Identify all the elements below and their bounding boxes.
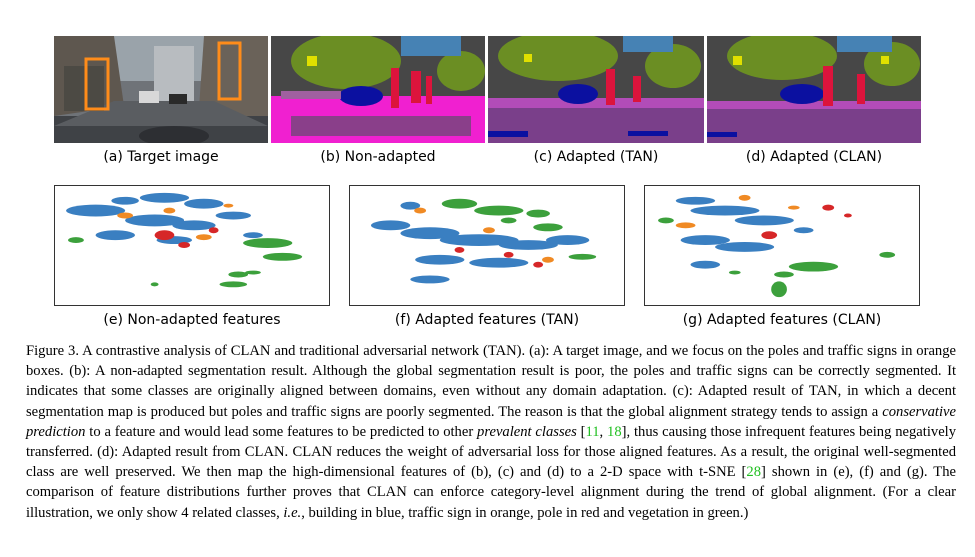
- caption-text-6: ] shown in (e), (f) and (g). The compari…: [26, 464, 956, 521]
- adapted-features-tan-label: (f) Adapted features (TAN): [394, 312, 580, 328]
- adapted-clan-panel: [707, 36, 921, 143]
- caption-text-5: ], thus causing those infrequent feature…: [26, 423, 957, 481]
- caption-text-3: [: [576, 423, 586, 440]
- tsne-scatter-f: [370, 198, 597, 284]
- figure-caption: Figure 3. A contrastive analysis of CLAN…: [26, 341, 956, 523]
- caption-text-7: , building in blue, traffic sign in oran…: [301, 504, 749, 521]
- adapted-features-clan-label: (g) Adapted features (CLAN): [682, 312, 882, 328]
- target-image-panel: [54, 36, 268, 143]
- caption-emphasis-1: conservative prediction: [26, 403, 956, 440]
- adapted-tan-segmentation: [488, 36, 704, 143]
- citation-link-28[interactable]: 28: [746, 464, 762, 481]
- tsne-scatter-g: [658, 194, 896, 298]
- caption-text-1: Figure 3. A contrastive analysis of CLAN…: [26, 343, 956, 420]
- caption-text-4: ,: [599, 423, 608, 440]
- non-adapted-features-label: (e) Non-adapted features: [103, 312, 281, 328]
- adapted-features-clan-plot: [644, 185, 920, 306]
- target-image-photo: [54, 36, 268, 143]
- non-adapted-panel: [271, 36, 485, 143]
- adapted-tan-label: (c) Adapted (TAN): [533, 149, 659, 165]
- caption-emphasis-2: prevalent classes: [477, 423, 577, 440]
- adapted-features-tan-plot: [349, 185, 625, 306]
- target-image-label: (a) Target image: [103, 149, 219, 165]
- non-adapted-features-plot: [54, 185, 330, 306]
- caption-emphasis-3: i.e.: [283, 504, 302, 521]
- orange-box-left: [84, 57, 110, 111]
- citation-link-11[interactable]: 11: [585, 423, 600, 440]
- caption-text-2: to a feature and would lead some feature…: [85, 423, 478, 440]
- tsne-scatter-e: [66, 192, 303, 288]
- orange-box-right: [217, 41, 242, 101]
- adapted-clan-label: (d) Adapted (CLAN): [745, 149, 883, 165]
- adapted-tan-panel: [488, 36, 704, 143]
- citation-link-18[interactable]: 18: [607, 423, 622, 440]
- non-adapted-label: (b) Non-adapted: [320, 149, 436, 165]
- adapted-clan-segmentation: [707, 36, 921, 143]
- non-adapted-segmentation: [271, 36, 485, 143]
